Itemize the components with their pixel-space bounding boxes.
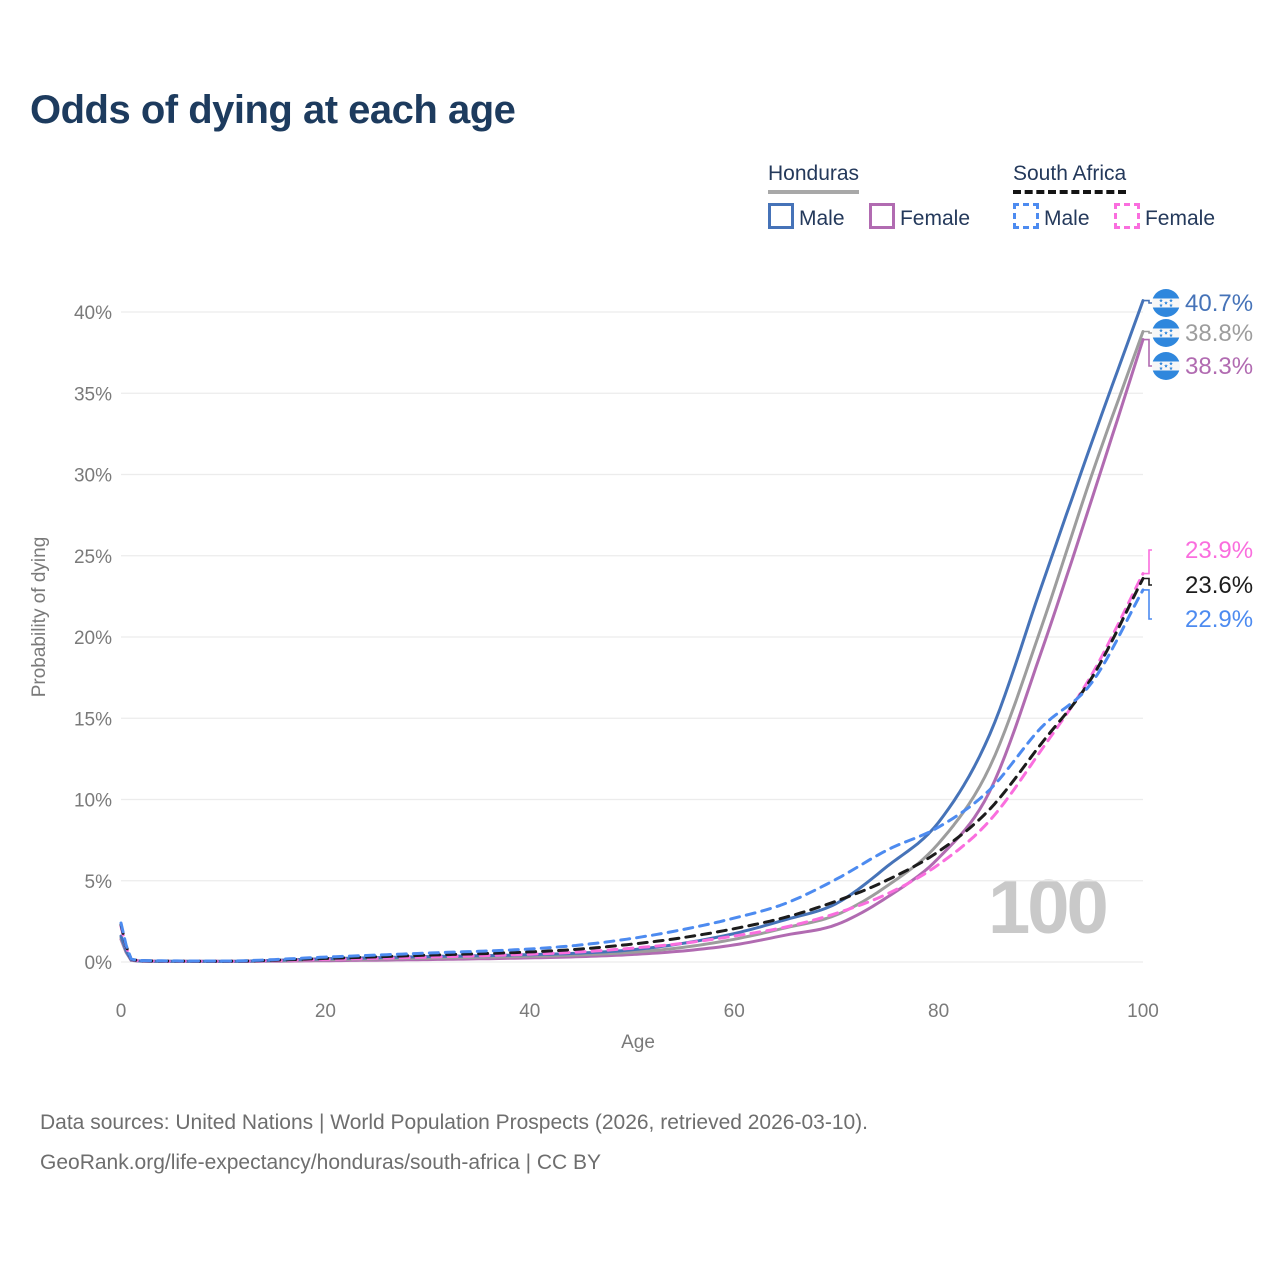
- y-tick-35%: 35%: [74, 384, 112, 405]
- honduras-flag-icon: [1152, 319, 1180, 347]
- legend-group-south-africa: South Africa Male Female: [1013, 162, 1235, 231]
- end-label-honduras-female: 38.3%: [1185, 353, 1253, 380]
- footer: Data sources: United Nations | World Pop…: [40, 1103, 868, 1183]
- legend-item-south-africa-female[interactable]: Female: [1113, 203, 1216, 231]
- honduras-flag-icon: [1152, 352, 1180, 380]
- legend-group-honduras: Honduras Male Female: [768, 162, 990, 231]
- y-tick-15%: 15%: [74, 709, 112, 730]
- y-tick-40%: 40%: [74, 303, 112, 324]
- end-label-honduras-both: 38.8%: [1185, 320, 1253, 347]
- x-tick-40: 40: [519, 1001, 540, 1022]
- leader-honduras-male: [1144, 299, 1152, 304]
- leader-honduras-both: [1144, 330, 1152, 334]
- south-africa-female-swatch: [1113, 203, 1140, 229]
- end-label-south-africa-male: 22.9%: [1185, 606, 1253, 633]
- leader-south-africa-both: [1144, 577, 1152, 586]
- y-tick-30%: 30%: [74, 466, 112, 487]
- legend-label-honduras-female: Female: [899, 207, 971, 230]
- south-africa-flag-icon: [1149, 571, 1182, 599]
- south-africa-flag-icon: [1149, 536, 1182, 564]
- leader-south-africa-male: [1144, 589, 1152, 620]
- footer-attribution: GeoRank.org/life-expectancy/honduras/sou…: [40, 1151, 602, 1174]
- legend-label-honduras-male: Male: [799, 207, 845, 230]
- honduras-male-swatch: [768, 203, 794, 229]
- south-africa-flag-icon: [1149, 605, 1182, 633]
- south-africa-male-swatch: [1013, 203, 1039, 229]
- y-axis-title: Probability of dying: [29, 537, 50, 698]
- footer-data-sources: Data sources: United Nations | World Pop…: [40, 1111, 869, 1134]
- legend-country-south-africa: South Africa: [1013, 162, 1127, 194]
- x-tick-80: 80: [928, 1001, 949, 1022]
- end-label-south-africa-both: 23.6%: [1185, 572, 1253, 599]
- y-tick-5%: 5%: [85, 872, 113, 893]
- y-tick-0%: 0%: [85, 953, 113, 974]
- x-tick-0: 0: [116, 1001, 127, 1022]
- curve-honduras-both[interactable]: [119, 330, 1145, 963]
- y-tick-20%: 20%: [74, 628, 112, 649]
- leader-south-africa-female: [1144, 549, 1152, 575]
- x-tick-100: 100: [1127, 1001, 1159, 1022]
- legend-label-south-africa-female: Female: [1144, 207, 1216, 230]
- honduras-female-swatch: [868, 203, 895, 229]
- legend-label-south-africa-male: Male: [1044, 207, 1090, 230]
- y-tick-10%: 10%: [74, 791, 112, 812]
- legend-item-south-africa-male[interactable]: Male: [1013, 203, 1090, 231]
- end-label-honduras-male: 40.7%: [1185, 290, 1253, 317]
- x-tick-20: 20: [315, 1001, 336, 1022]
- age-counter-watermark: 100: [988, 865, 1109, 950]
- leader-honduras-female: [1144, 338, 1152, 367]
- legend-country-honduras: Honduras: [768, 162, 860, 194]
- legend: Honduras Male Female South Africa Male F…: [0, 162, 1280, 242]
- curve-south-africa-male[interactable]: [119, 588, 1145, 963]
- legend-item-honduras-male[interactable]: Male: [768, 203, 845, 231]
- x-axis-title: Age: [621, 1032, 655, 1053]
- end-label-south-africa-female: 23.9%: [1185, 537, 1253, 564]
- y-tick-25%: 25%: [74, 547, 112, 568]
- x-tick-60: 60: [724, 1001, 745, 1022]
- legend-item-honduras-female[interactable]: Female: [868, 203, 971, 231]
- curve-honduras-female[interactable]: [119, 338, 1145, 963]
- curve-honduras-male[interactable]: [119, 299, 1145, 963]
- honduras-flag-icon: [1152, 289, 1180, 317]
- page-title: Odds of dying at each age: [30, 88, 516, 132]
